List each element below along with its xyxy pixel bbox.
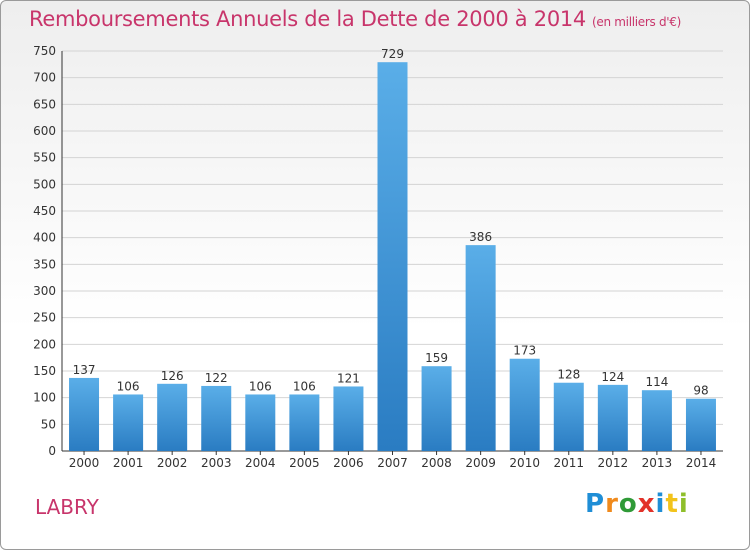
bar [157,383,188,451]
data-label: 386 [469,230,492,244]
proxiti-logo: Proxiti [585,489,689,519]
x-tick-label: 2002 [157,456,188,470]
bar [201,385,232,451]
y-tick-label: 50 [41,417,56,431]
y-tick-label: 250 [33,311,56,325]
y-tick-label: 100 [33,391,56,405]
x-tick-label: 2001 [113,456,144,470]
chart-title-text: Remboursements Annuels de la Dette de 20… [29,7,586,31]
y-tick-label: 550 [33,151,56,165]
x-tick-label: 2013 [642,456,673,470]
y-tick-label: 600 [33,124,56,138]
x-tick-label: 2000 [69,456,100,470]
data-label: 159 [425,351,448,365]
y-tick-label: 650 [33,97,56,111]
data-label: 729 [381,47,404,61]
x-tick-label: 2008 [421,456,452,470]
y-tick-label: 350 [33,257,56,271]
data-label: 122 [205,371,228,385]
bar [245,394,276,451]
data-label: 106 [249,379,272,393]
bar [553,382,584,451]
x-tick-label: 2012 [598,456,629,470]
x-tick-label: 2005 [289,456,320,470]
bar [113,394,144,451]
bar [597,384,628,451]
chart-unit: (en milliers d'€) [592,15,682,29]
data-label: 106 [293,379,316,393]
bar [377,62,408,451]
bar [641,390,672,451]
data-label: 114 [645,375,668,389]
town-name: LABRY [35,495,99,519]
data-label: 137 [73,363,96,377]
y-tick-label: 700 [33,71,56,85]
data-label: 106 [117,379,140,393]
bar [509,358,540,451]
x-tick-label: 2003 [201,456,232,470]
y-tick-label: 150 [33,364,56,378]
bar [69,377,100,451]
y-tick-label: 300 [33,284,56,298]
bar [333,386,364,451]
x-tick-label: 2007 [377,456,408,470]
y-tick-label: 400 [33,231,56,245]
bar [421,366,452,451]
data-label: 173 [513,344,536,358]
x-tick-label: 2006 [333,456,364,470]
x-tick-label: 2014 [686,456,717,470]
data-label: 126 [161,369,184,383]
y-tick-label: 450 [33,204,56,218]
chart-title: Remboursements Annuels de la Dette de 20… [29,7,681,31]
bar [685,398,716,451]
bar [465,245,496,451]
x-tick-label: 2004 [245,456,276,470]
data-label: 128 [557,368,580,382]
y-tick-label: 0 [48,444,56,458]
bar [289,394,320,451]
y-tick-label: 750 [33,44,56,58]
y-tick-label: 500 [33,177,56,191]
data-label: 121 [337,371,360,385]
y-tick-label: 200 [33,337,56,351]
data-label: 124 [601,370,624,384]
x-tick-label: 2011 [553,456,584,470]
x-tick-label: 2009 [465,456,496,470]
x-tick-label: 2010 [509,456,540,470]
data-label: 98 [693,384,708,398]
